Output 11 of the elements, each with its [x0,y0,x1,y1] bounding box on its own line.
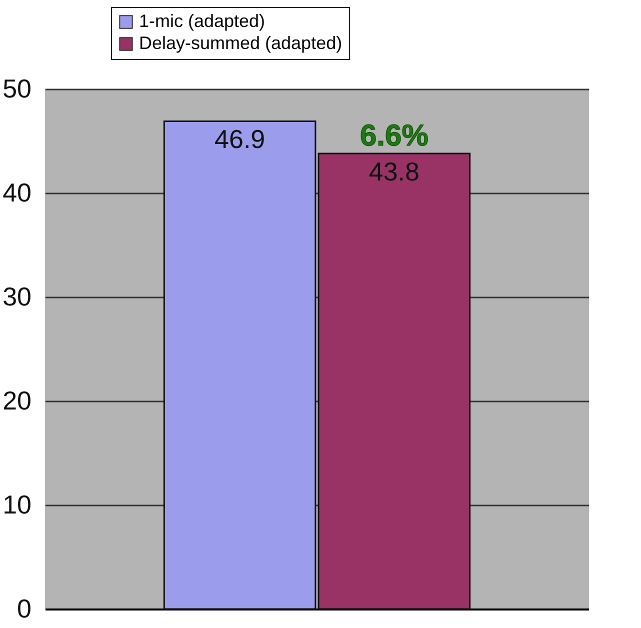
annotation: 6.6% [360,119,428,152]
y-tick-label: 10 [2,490,32,520]
y-tick-label: 50 [2,74,32,104]
legend-label: 1-mic (adapted) [139,11,266,31]
data-label: 46.9 [214,124,266,154]
y-tick-label: 40 [2,178,32,208]
y-tick-label: 0 [17,594,32,624]
y-tick-label: 20 [2,386,32,416]
data-label: 43.8 [368,156,420,186]
legend-label: Delay-summed (adapted) [139,33,342,53]
y-tick-label: 30 [2,282,32,312]
